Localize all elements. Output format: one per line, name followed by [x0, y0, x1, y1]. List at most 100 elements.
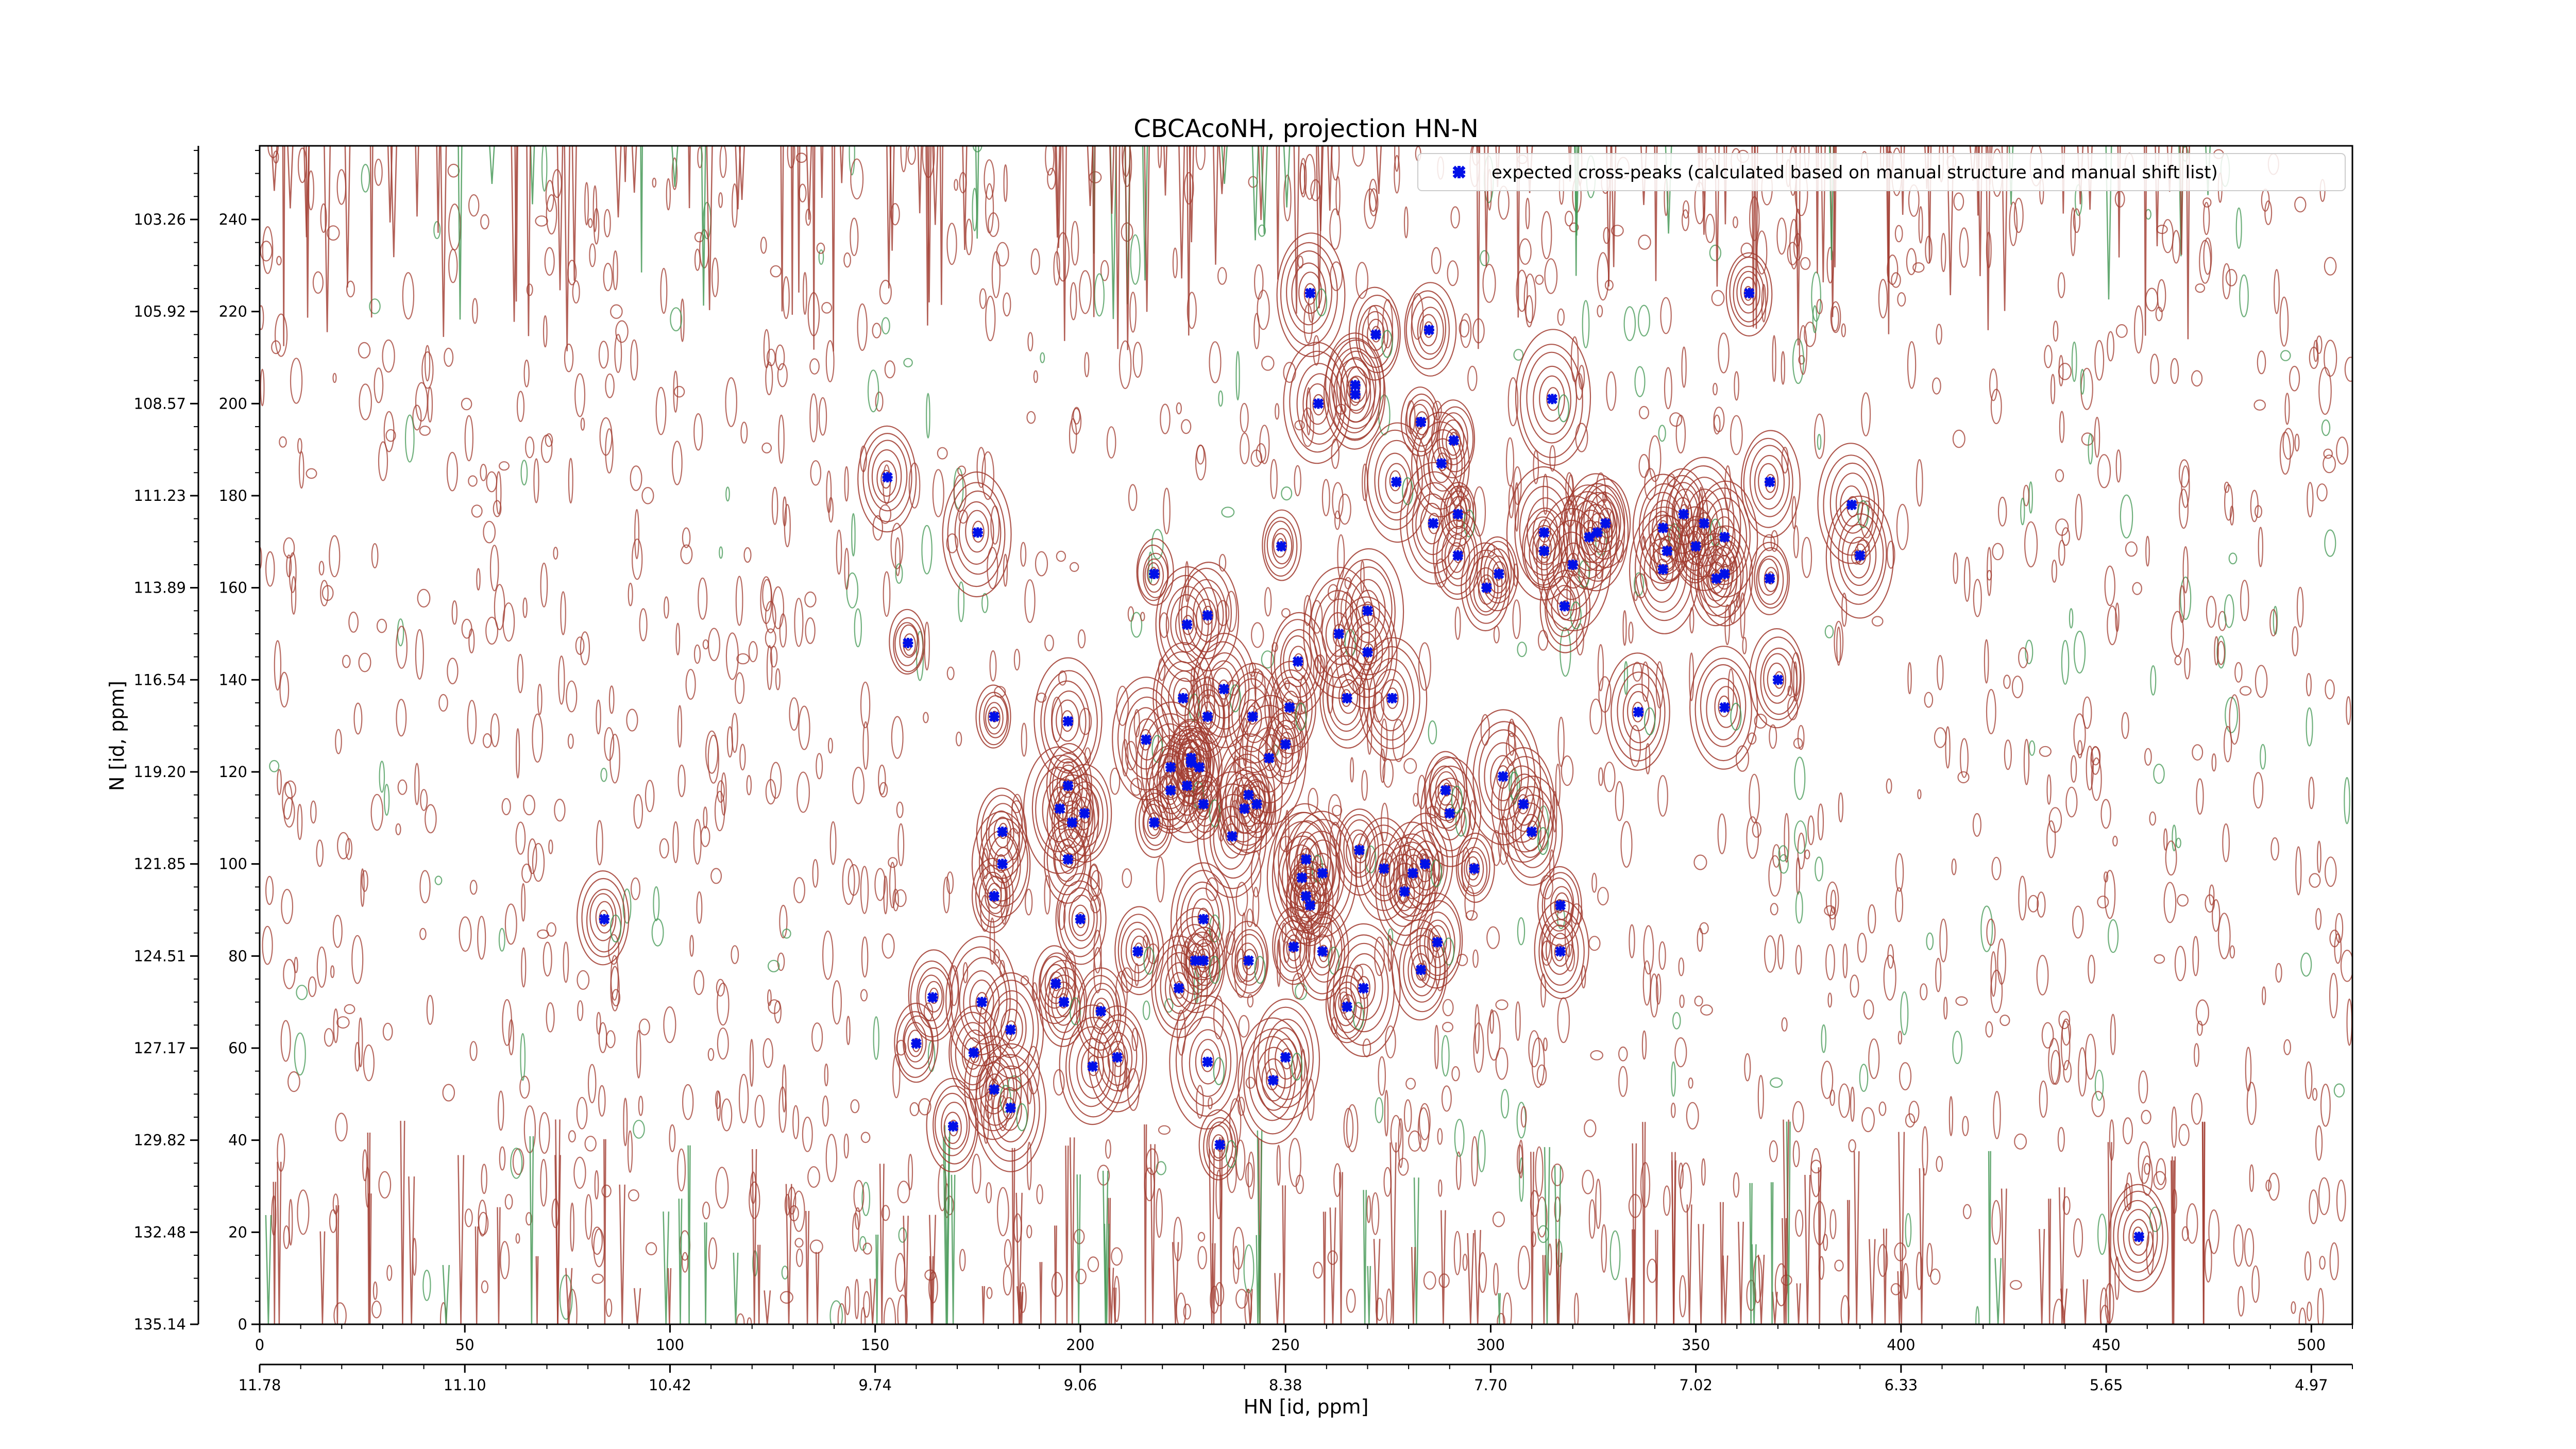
noise-contour — [289, 552, 297, 593]
noise-contour — [946, 666, 955, 680]
noise-contour — [478, 1200, 487, 1237]
streak-contour — [981, 1286, 985, 1324]
noise-contour — [1829, 1209, 1837, 1239]
noise-contour — [836, 529, 842, 575]
noise-contour — [346, 280, 355, 298]
noise-contour — [771, 486, 778, 525]
noise-contour — [767, 348, 776, 366]
noise-contour — [731, 945, 739, 964]
noise-contour — [767, 959, 780, 972]
noise-contour — [879, 782, 888, 798]
peak-contour — [1476, 536, 1518, 612]
peak-marker — [1419, 858, 1431, 869]
noise-contour — [1079, 270, 1092, 314]
streak-contour — [1698, 1224, 1704, 1324]
noise-contour — [630, 877, 640, 900]
peak-marker — [1719, 702, 1730, 713]
peak-marker — [1633, 706, 1644, 717]
noise-contour — [1848, 1139, 1856, 1153]
noise-contour — [1405, 1077, 1416, 1090]
noise-contour — [739, 744, 746, 771]
noise-contour — [623, 1098, 628, 1147]
streak-contour — [1476, 146, 1481, 349]
noise-contour — [1418, 642, 1431, 691]
noise-contour — [2181, 465, 2190, 508]
noise-contour — [378, 441, 388, 481]
streak-contour — [1115, 146, 1121, 349]
noise-contour — [1588, 1199, 1596, 1239]
noise-contour — [850, 217, 859, 257]
peak-marker — [976, 997, 987, 1007]
noise-contour — [1871, 616, 1884, 627]
streak-contour — [805, 1210, 810, 1324]
peak-marker — [1165, 785, 1176, 796]
noise-contour — [1020, 542, 1027, 567]
streak-contour — [780, 146, 784, 312]
noise-contour — [779, 904, 788, 939]
noise-contour — [1754, 713, 1767, 729]
noise-contour — [1953, 192, 1964, 211]
peak-marker — [1280, 739, 1291, 750]
noise-contour — [663, 1006, 676, 1043]
noise-contour — [1541, 211, 1552, 260]
noise-contour — [1003, 164, 1008, 203]
noise-contour — [1732, 216, 1738, 228]
noise-contour — [1214, 1282, 1225, 1307]
noise-contour — [622, 888, 632, 924]
noise-contour — [510, 1148, 523, 1179]
peak-marker — [1432, 937, 1443, 948]
noise-contour — [1333, 1163, 1342, 1198]
noise-contour — [1793, 820, 1807, 854]
noise-contour — [765, 361, 773, 396]
plot-area — [259, 145, 2353, 1325]
noise-contour — [843, 252, 851, 268]
noise-contour — [1955, 996, 1968, 1006]
noise-contour — [324, 1028, 334, 1047]
noise-contour — [2209, 884, 2215, 906]
noise-contour — [2253, 399, 2266, 411]
noise-contour — [2003, 675, 2011, 689]
noise-contour — [765, 628, 776, 648]
noise-contour — [421, 351, 434, 389]
x-ppm-tick-label: 10.42 — [649, 1376, 691, 1394]
noise-contour — [2233, 1224, 2244, 1267]
noise-contour — [379, 761, 385, 793]
noise-contour — [636, 1030, 641, 1079]
noise-contour — [1772, 844, 1781, 868]
noise-contour — [1658, 425, 1666, 442]
noise-contour — [2094, 340, 2105, 381]
noise-contour — [1597, 644, 1604, 692]
peak-marker — [1243, 789, 1254, 800]
y-tick-label: 240 — [219, 211, 247, 228]
noise-contour — [2206, 596, 2217, 628]
peak-contour — [1276, 232, 1346, 357]
noise-contour — [1408, 1130, 1422, 1152]
noise-contour — [1111, 1247, 1123, 1266]
noise-contour — [308, 976, 317, 998]
streak-contour — [440, 146, 447, 337]
noise-contour — [1531, 1037, 1545, 1088]
peak-contour — [1134, 788, 1174, 858]
noise-contour — [1036, 693, 1047, 703]
noise-contour — [438, 694, 448, 712]
noise-contour — [502, 999, 513, 1046]
streak-contour — [1257, 1130, 1263, 1324]
peak-marker — [1066, 817, 1078, 828]
noise-contour — [832, 980, 842, 1025]
streak-contour — [1516, 146, 1520, 318]
noise-contour — [2175, 837, 2181, 849]
noise-contour — [2174, 655, 2182, 666]
noise-contour — [523, 359, 530, 387]
noise-contour — [1769, 724, 1777, 749]
streak-contour — [1213, 146, 1218, 265]
peak-marker — [1095, 1006, 1106, 1017]
noise-contour — [2344, 357, 2352, 382]
noise-contour — [962, 962, 969, 984]
noise-contour — [784, 1194, 791, 1216]
noise-contour — [260, 368, 265, 407]
peak-contour — [926, 1077, 979, 1173]
noise-contour — [1824, 625, 1834, 638]
noise-contour — [2048, 1038, 2060, 1085]
streak-contour — [944, 1125, 951, 1324]
noise-contour — [2324, 257, 2337, 276]
